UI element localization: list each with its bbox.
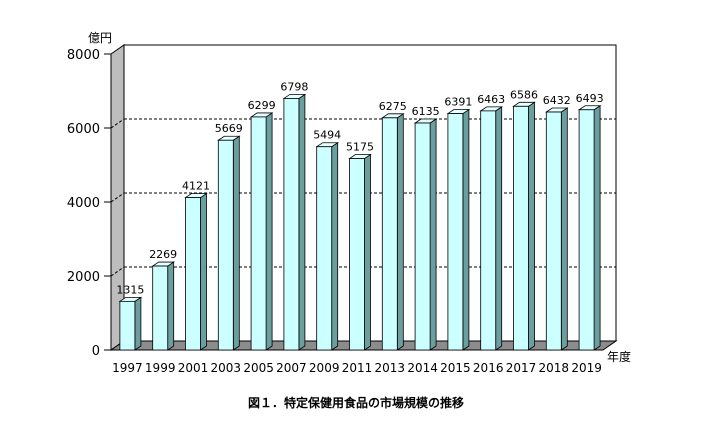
- bar: [577, 105, 602, 351]
- x-axis-label: 年度: [607, 349, 631, 364]
- x-tick-label: 2019: [571, 361, 602, 375]
- bar-side: [396, 113, 404, 351]
- y-tick-label: 8000: [67, 48, 100, 63]
- bar: [282, 93, 307, 351]
- bar: [216, 135, 241, 351]
- bar-front: [480, 110, 497, 351]
- y-tick-label: 6000: [67, 122, 100, 137]
- data-label: 1315: [116, 283, 144, 296]
- y-axis-label: 億円: [88, 31, 112, 45]
- data-label: 5175: [346, 141, 374, 154]
- data-label: 6135: [412, 105, 440, 118]
- bar-front: [414, 122, 431, 351]
- data-label: 6798: [280, 80, 308, 93]
- bar-side: [232, 135, 240, 351]
- x-tick-label: 2011: [342, 361, 373, 375]
- bar: [151, 261, 176, 351]
- x-tick-label: 2005: [243, 361, 274, 375]
- x-tick-label: 1997: [112, 361, 143, 375]
- bar: [413, 118, 438, 351]
- bar-side: [134, 296, 142, 351]
- bar-front: [152, 265, 169, 351]
- x-tick-label: 1999: [145, 361, 176, 375]
- bar-side: [528, 101, 535, 351]
- bar-side: [364, 153, 371, 351]
- bar-front: [349, 158, 365, 351]
- bar-side: [495, 106, 503, 351]
- bar: [184, 192, 208, 351]
- bar-side: [167, 261, 175, 351]
- bar-front: [250, 116, 267, 351]
- bar: [544, 107, 569, 351]
- bar-side: [200, 192, 207, 351]
- bar: [348, 153, 372, 351]
- bar-front: [119, 300, 136, 351]
- bar-side: [593, 105, 601, 351]
- x-tick-label: 2017: [506, 361, 537, 375]
- grid-line-wall: [110, 266, 125, 277]
- data-label: 6275: [379, 100, 407, 113]
- bar-front: [513, 105, 529, 351]
- bar-front: [316, 146, 333, 351]
- data-label: 6463: [477, 93, 505, 106]
- bar-front: [217, 139, 234, 351]
- bar-side: [265, 112, 273, 351]
- y-tick-label: 2000: [67, 270, 100, 285]
- bar-front: [447, 113, 464, 351]
- bar: [479, 106, 504, 351]
- bar: [315, 141, 340, 351]
- x-tick-label: 2015: [440, 361, 471, 375]
- grid-line-wall: [110, 192, 125, 203]
- data-label: 6586: [510, 88, 538, 101]
- bar-side: [331, 141, 339, 351]
- bar: [118, 296, 143, 351]
- bars: 1315 2269 4121 5669 6299 6798 5494 5175 6275 6135…: [116, 80, 604, 351]
- bar-front: [185, 197, 201, 351]
- x-tick-label: 2018: [539, 361, 570, 375]
- x-tick-label: 2013: [375, 361, 406, 375]
- y-tick-label: 4000: [67, 196, 100, 211]
- grid-line-wall: [110, 118, 125, 129]
- data-label: 2269: [149, 248, 177, 261]
- data-label: 5669: [215, 122, 243, 135]
- chart-caption: 図１．特定保健用食品の市場規模の推移: [248, 395, 464, 410]
- bar-front: [381, 117, 398, 351]
- bar-side: [560, 107, 568, 351]
- x-tick-label: 2009: [309, 361, 340, 375]
- bar: [446, 108, 471, 351]
- bar-front: [578, 109, 595, 351]
- bar: [249, 112, 274, 351]
- data-label: 6299: [248, 99, 276, 112]
- data-label: 6391: [444, 96, 472, 109]
- x-tick-label: 2001: [178, 361, 209, 375]
- bar-side: [462, 108, 470, 351]
- x-tick-label: 2014: [407, 361, 438, 375]
- bar-front: [545, 111, 562, 351]
- bar-front: [283, 98, 300, 351]
- x-tick-label: 2003: [211, 361, 242, 375]
- data-label: 6432: [543, 94, 571, 107]
- bar: [512, 101, 536, 351]
- bar-side: [298, 93, 306, 351]
- data-label: 5494: [313, 129, 341, 142]
- x-tick-label: 2007: [276, 361, 307, 375]
- x-tick-label: 2016: [473, 361, 504, 375]
- data-label: 4121: [182, 180, 210, 193]
- y-axis-ticks: 0 2000 4000 6000 8000: [67, 48, 111, 359]
- data-label: 6493: [576, 92, 604, 105]
- x-axis-ticks: 1997 1999 2001 2003 2005 2007 2009 2011 2013 2014…: [112, 361, 602, 375]
- bar-side: [429, 118, 437, 351]
- bar: [380, 113, 405, 351]
- y-tick-label: 0: [92, 344, 100, 359]
